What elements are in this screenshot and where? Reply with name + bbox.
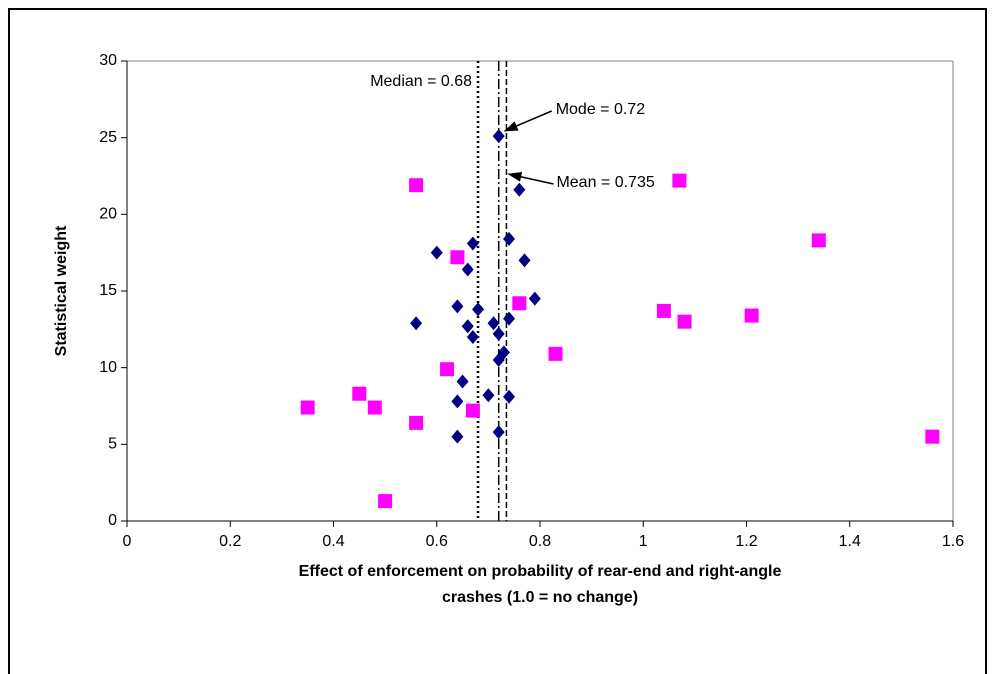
y-tick-label: 30: [99, 52, 117, 69]
data-point: [492, 326, 505, 341]
data-point: [378, 494, 393, 509]
data-point: [925, 429, 940, 444]
data-point: [672, 173, 687, 188]
data-point: [450, 250, 465, 265]
data-point: [466, 330, 479, 344]
data-point: [528, 291, 541, 306]
x-tick-label: 1: [639, 533, 648, 550]
data-point: [465, 403, 480, 418]
data-point: [503, 231, 516, 246]
y-tick-label: 25: [99, 129, 117, 146]
x-tick-label: 1.6: [942, 533, 964, 550]
y-tick-label: 15: [99, 282, 117, 299]
data-point: [456, 374, 469, 389]
chart-border: [8, 8, 987, 674]
x-tick-label: 0.4: [322, 533, 344, 550]
annotation-arrow: [507, 171, 554, 185]
reference-label: Median = 0.68: [370, 73, 472, 90]
data-point: [410, 316, 423, 331]
data-point: [677, 314, 692, 329]
data-point: [461, 262, 474, 277]
data-point: [492, 353, 505, 367]
data-point: [492, 425, 505, 440]
data-point: [811, 233, 826, 248]
data-point: [430, 245, 443, 260]
data-point: [409, 415, 424, 430]
y-axis-title: Statistical weight: [53, 225, 70, 356]
data-point: [451, 429, 464, 444]
x-tick-label: 0.2: [219, 533, 241, 550]
y-tick-label: 5: [108, 436, 117, 453]
data-point: [548, 346, 563, 361]
data-point: [367, 400, 382, 415]
x-tick-label: 1.4: [839, 533, 861, 550]
data-point: [461, 319, 474, 334]
x-axis-title: crashes (1.0 = no change): [442, 589, 638, 606]
reference-label: Mode = 0.72: [556, 101, 646, 118]
data-point: [503, 389, 516, 404]
x-axis-title: Effect of enforcement on probability of …: [299, 563, 782, 580]
data-point: [503, 311, 516, 326]
data-point: [513, 182, 526, 197]
data-point: [492, 129, 505, 144]
y-tick-label: 10: [99, 359, 117, 376]
data-point: [352, 386, 367, 401]
x-tick-label: 0: [123, 533, 132, 550]
data-point: [451, 299, 464, 314]
x-tick-label: 0.6: [426, 533, 448, 550]
data-point: [451, 394, 464, 409]
data-point: [656, 303, 671, 318]
y-tick-label: 0: [108, 512, 117, 529]
data-point: [440, 362, 455, 377]
y-tick-label: 20: [99, 206, 117, 223]
data-point: [512, 296, 527, 311]
reference-label: Mean = 0.735: [556, 174, 654, 191]
x-tick-label: 0.8: [529, 533, 551, 550]
data-point: [487, 316, 500, 331]
data-point: [472, 302, 485, 317]
data-point: [482, 388, 495, 403]
data-point: [466, 236, 479, 251]
data-point: [300, 400, 315, 415]
data-point: [518, 253, 531, 268]
x-tick-label: 1.2: [735, 533, 757, 550]
annotation-arrow: [503, 110, 552, 132]
data-point: [744, 308, 759, 323]
data-point: [409, 178, 424, 193]
